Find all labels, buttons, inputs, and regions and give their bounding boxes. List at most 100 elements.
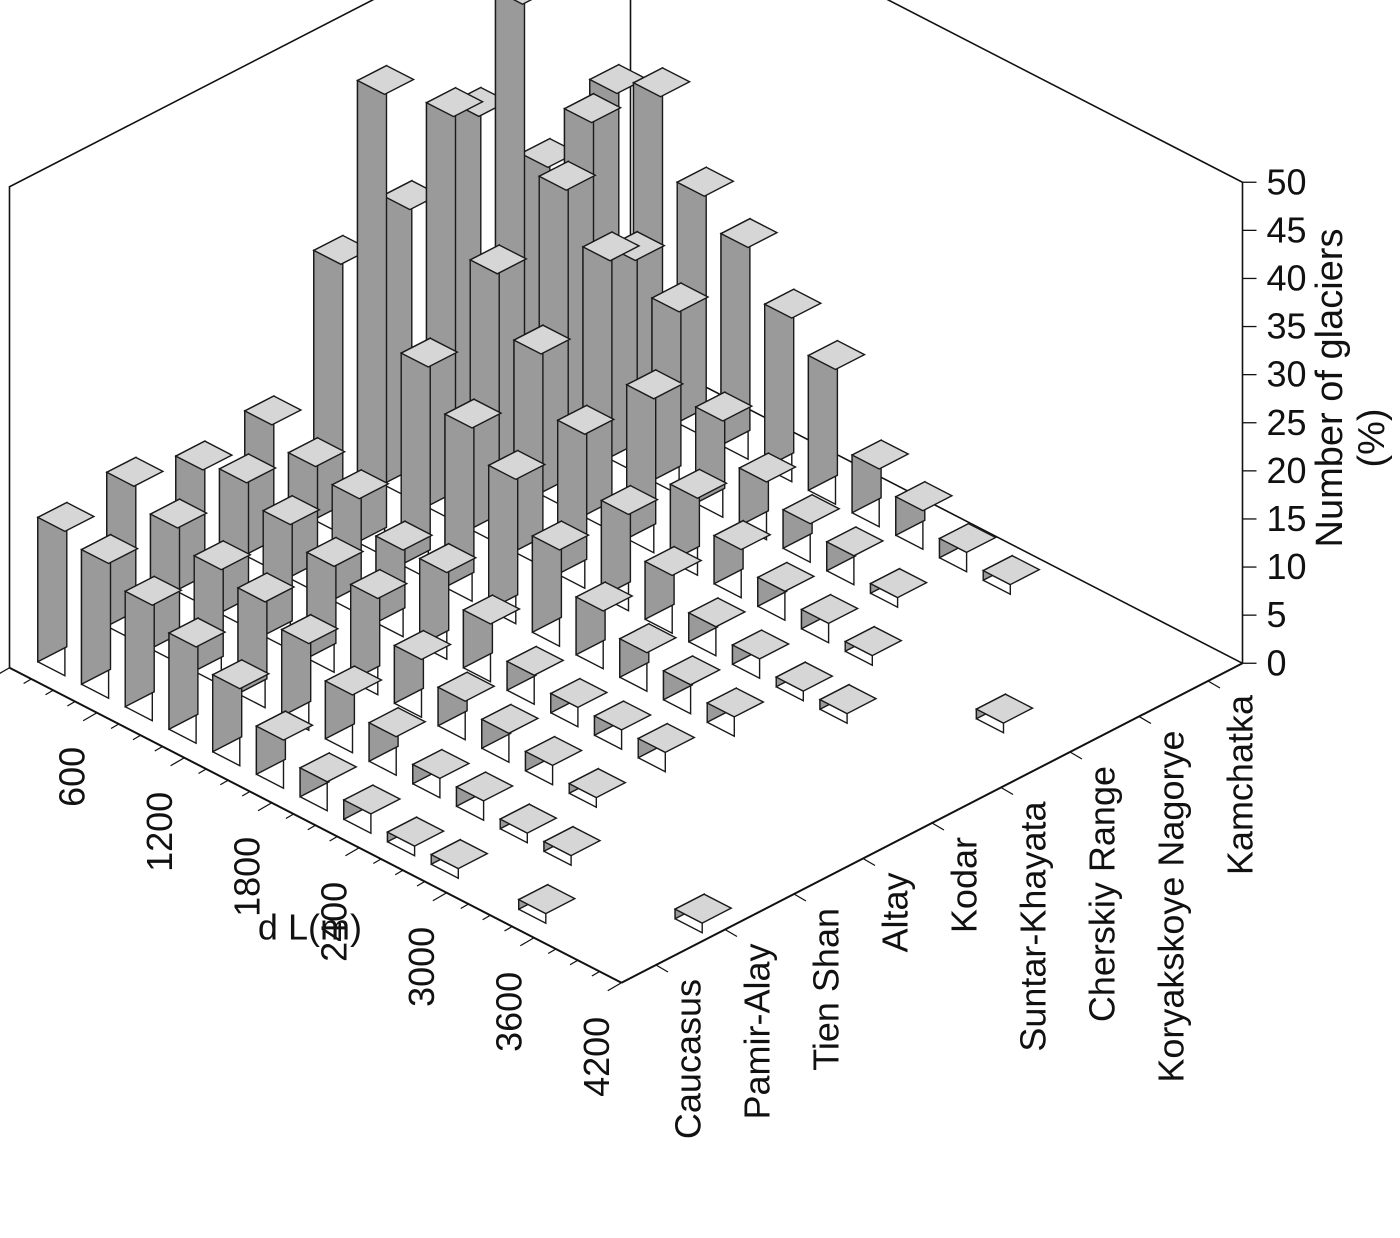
z-tick (793, 893, 807, 902)
bar (763, 288, 823, 483)
bar-top-face (675, 166, 735, 197)
x-tick-label: 600 (51, 747, 92, 807)
x-major-tick (432, 892, 447, 902)
bar (868, 567, 929, 609)
bar-top-face (719, 217, 779, 249)
bar-top-face (650, 282, 710, 313)
x-major-tick (345, 847, 360, 857)
bar-top-face (298, 752, 358, 783)
bar-top-face (487, 449, 547, 481)
bar (618, 622, 678, 693)
bar (756, 561, 816, 622)
bar-top-face (668, 468, 729, 499)
bar-top-face (480, 703, 540, 735)
bar (818, 683, 878, 725)
bar (367, 706, 427, 777)
bar (705, 686, 765, 738)
bar-top-face (843, 625, 903, 657)
bar-top-face (505, 645, 565, 677)
bar-top-face (192, 540, 252, 571)
bar-top-face (349, 568, 409, 600)
region-label: Caucasus (667, 979, 708, 1139)
x-tick-text: 3600 (489, 972, 530, 1052)
x-minor-tick (110, 723, 120, 730)
region-label: Tien Shan (805, 908, 846, 1071)
bar-top-face (643, 545, 703, 577)
x-tick-label: 4200 (576, 1017, 617, 1097)
region-label: Pamir-Alay (736, 944, 777, 1120)
bar-top-face (574, 581, 634, 612)
bar (599, 484, 660, 612)
bar-top-face (537, 160, 597, 191)
bar (567, 767, 627, 809)
bar (429, 838, 489, 880)
bar (280, 613, 340, 732)
z-tick-label: Kodar (943, 837, 984, 933)
z-tick (1138, 715, 1152, 725)
y-tick-label: 40 (1267, 257, 1307, 298)
y-tick-label: 20 (1267, 450, 1307, 491)
bar-top-face (461, 594, 522, 625)
bar-top-face (894, 481, 954, 512)
x-tick-text: 3000 (401, 927, 442, 1007)
x-minor-tick (373, 858, 382, 865)
x-minor-tick (394, 869, 404, 876)
x-minor-tick (154, 745, 163, 752)
bar (530, 519, 591, 648)
bar-top-face (806, 339, 867, 371)
x-major-tick (82, 712, 98, 722)
bar (355, 64, 416, 558)
bar-top-face (974, 693, 1035, 724)
bar (298, 751, 358, 812)
bar-top-face (562, 92, 623, 124)
y-tick-label: 35 (1267, 306, 1307, 347)
bar-top-face (443, 398, 503, 429)
z-tick-label: Koryakskoye Nagorye (1150, 731, 1191, 1083)
bar (974, 693, 1035, 734)
bar-top-face (261, 495, 321, 526)
z-tick-label: Pamir-Alay (736, 944, 777, 1120)
x-tick-text: 1800 (226, 837, 267, 917)
bar-top-face (174, 440, 234, 471)
bar-top-face (631, 67, 692, 98)
bar-top-face (374, 520, 434, 551)
bar (461, 593, 522, 683)
bar-top-face (498, 803, 558, 834)
bar-top-face (567, 767, 627, 799)
bar (581, 230, 641, 532)
bar (323, 664, 384, 754)
region-label: Altay (874, 873, 915, 953)
bar-top-face (355, 64, 416, 96)
bar (806, 339, 867, 506)
bar (480, 703, 540, 764)
x-minor-tick (547, 948, 557, 955)
x-minor-tick (329, 835, 338, 842)
y-tick-label: 15 (1267, 498, 1307, 539)
bar (192, 539, 252, 687)
y-axis-unit: (%) (1351, 408, 1393, 467)
bar-top-face (418, 542, 478, 574)
region-label: Koryakskoye Nagorye (1150, 731, 1191, 1083)
bar (436, 671, 496, 741)
z-tick (724, 928, 738, 938)
bar (592, 699, 653, 751)
bar-top-face (36, 501, 96, 533)
y-tick-label: 10 (1267, 546, 1307, 587)
bar (825, 525, 885, 586)
bar-top-face (411, 748, 471, 780)
y-tick-label: 5 (1267, 594, 1287, 635)
x-major-tick (0, 667, 10, 675)
bars (36, 0, 1041, 934)
bar-top-face (818, 683, 878, 715)
x-tick-text: 4200 (576, 1017, 617, 1097)
bar (643, 545, 703, 635)
bar-top-face (429, 838, 489, 870)
bar-top-face (468, 244, 528, 275)
x-minor-tick (416, 880, 426, 887)
z-tick (655, 964, 669, 973)
z-tick (862, 857, 876, 867)
x-minor-tick (591, 970, 600, 977)
bar-top-face (763, 288, 823, 319)
